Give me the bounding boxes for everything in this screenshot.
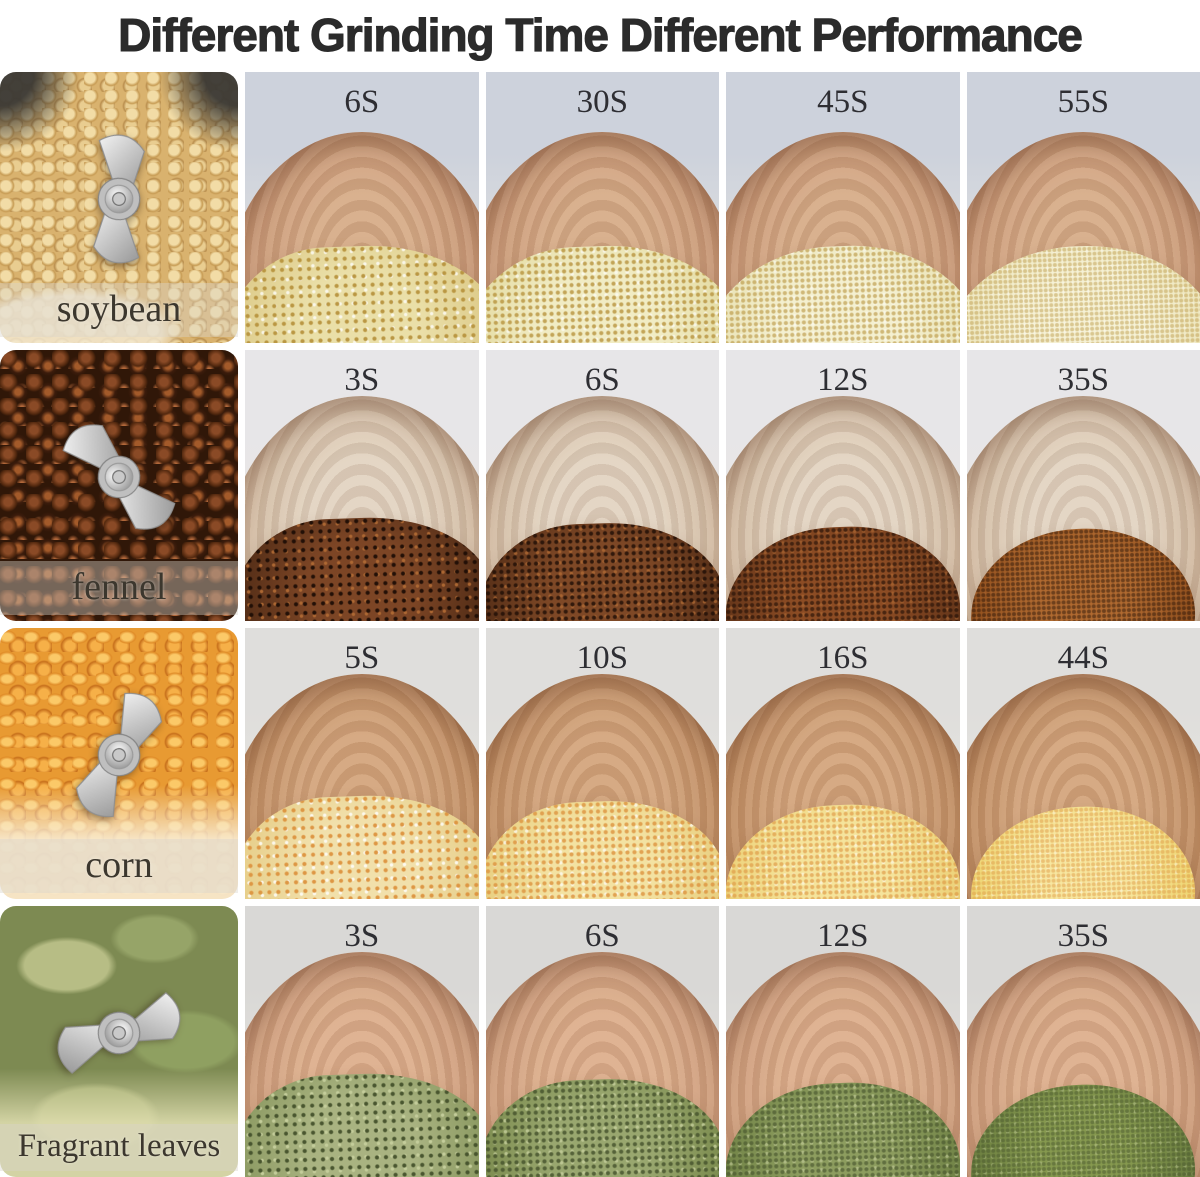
powder-pile [968, 802, 1199, 899]
time-label: 6S [584, 918, 620, 954]
wooden-bowl [726, 952, 960, 1177]
powder-pile [245, 791, 479, 899]
time-label: 3S [344, 918, 380, 954]
grind-sample-cell: 3S [245, 906, 479, 1177]
grind-sample-cell: 3S [245, 350, 479, 621]
time-label: 12S [817, 362, 869, 398]
grind-sample-cell: 12S [726, 906, 960, 1177]
powder-pile [485, 796, 719, 899]
time-label: 44S [1057, 640, 1109, 676]
wooden-bowl [966, 396, 1200, 621]
powder-pile [726, 800, 960, 899]
grind-sample-cell: 6S [485, 906, 719, 1177]
wooden-bowl [485, 952, 719, 1177]
material-cell-corn: corn [0, 628, 238, 899]
grind-sample-cell: 6S [245, 72, 479, 343]
material-cell-soybean: soybean [0, 72, 238, 343]
comparison-grid: soybean 6S 30S 45S 55S [0, 72, 1200, 1177]
material-label: fennel [0, 561, 238, 615]
time-label: 10S [576, 640, 628, 676]
grinder-blade-icon [93, 134, 145, 264]
time-label: 6S [344, 84, 380, 120]
wooden-bowl [966, 674, 1200, 899]
powder-pile [726, 1078, 960, 1177]
time-label: 30S [576, 84, 628, 120]
grind-sample-cell: 16S [726, 628, 960, 899]
time-label: 12S [817, 918, 869, 954]
time-label: 55S [1057, 84, 1109, 120]
wooden-bowl [966, 952, 1200, 1177]
grinder-blade-icon [75, 693, 163, 818]
grinder-blade-icon [62, 424, 176, 530]
corn-photo [0, 628, 238, 899]
wooden-bowl [485, 131, 719, 343]
page-title: Different Grinding Time Different Perfor… [118, 8, 1084, 61]
time-label: 16S [817, 640, 869, 676]
time-label: 6S [584, 362, 620, 398]
powder-pile [966, 241, 1200, 343]
powder-pile [245, 513, 479, 621]
time-label: 5S [344, 640, 380, 676]
wooden-bowl [485, 396, 719, 621]
powder-pile [968, 524, 1199, 621]
material-label: Fragrant leaves [0, 1124, 238, 1171]
grinder-blade-icon [57, 992, 181, 1075]
powder-pile [245, 241, 479, 343]
wooden-bowl [245, 131, 479, 343]
grind-sample-cell: 44S [966, 628, 1200, 899]
grind-sample-cell: 6S [485, 350, 719, 621]
soybean-photo [0, 72, 238, 343]
wooden-bowl [726, 131, 960, 343]
wooden-bowl [966, 131, 1200, 343]
wooden-bowl [245, 396, 479, 621]
material-label: corn [0, 839, 238, 893]
material-cell-fennel: fennel [0, 350, 238, 621]
powder-pile [968, 1080, 1199, 1177]
grind-sample-cell: 35S [966, 906, 1200, 1177]
powder-pile [726, 522, 960, 621]
powder-pile [245, 1069, 479, 1177]
powder-pile [485, 1074, 719, 1177]
material-cell-fragrant-leaves: Fragrant leaves [0, 906, 238, 1177]
grind-sample-cell: 5S [245, 628, 479, 899]
powder-pile [485, 518, 719, 621]
grind-sample-cell: 45S [726, 72, 960, 343]
fennel-photo [0, 350, 238, 621]
grind-sample-cell: 10S [485, 628, 719, 899]
time-label: 35S [1057, 918, 1109, 954]
wooden-bowl [726, 396, 960, 621]
time-label: 3S [344, 362, 380, 398]
grind-sample-cell: 30S [485, 72, 719, 343]
grind-sample-cell: 35S [966, 350, 1200, 621]
wooden-bowl [245, 952, 479, 1177]
wooden-bowl [485, 674, 719, 899]
material-label: soybean [0, 283, 238, 337]
powder-pile [485, 241, 719, 343]
fragrant-leaves-photo [0, 906, 238, 1177]
grind-sample-cell: 12S [726, 350, 960, 621]
wooden-bowl [726, 674, 960, 899]
wooden-bowl [245, 674, 479, 899]
time-label: 45S [817, 84, 869, 120]
time-label: 35S [1057, 362, 1109, 398]
powder-pile [726, 241, 960, 343]
grind-sample-cell: 55S [966, 72, 1200, 343]
